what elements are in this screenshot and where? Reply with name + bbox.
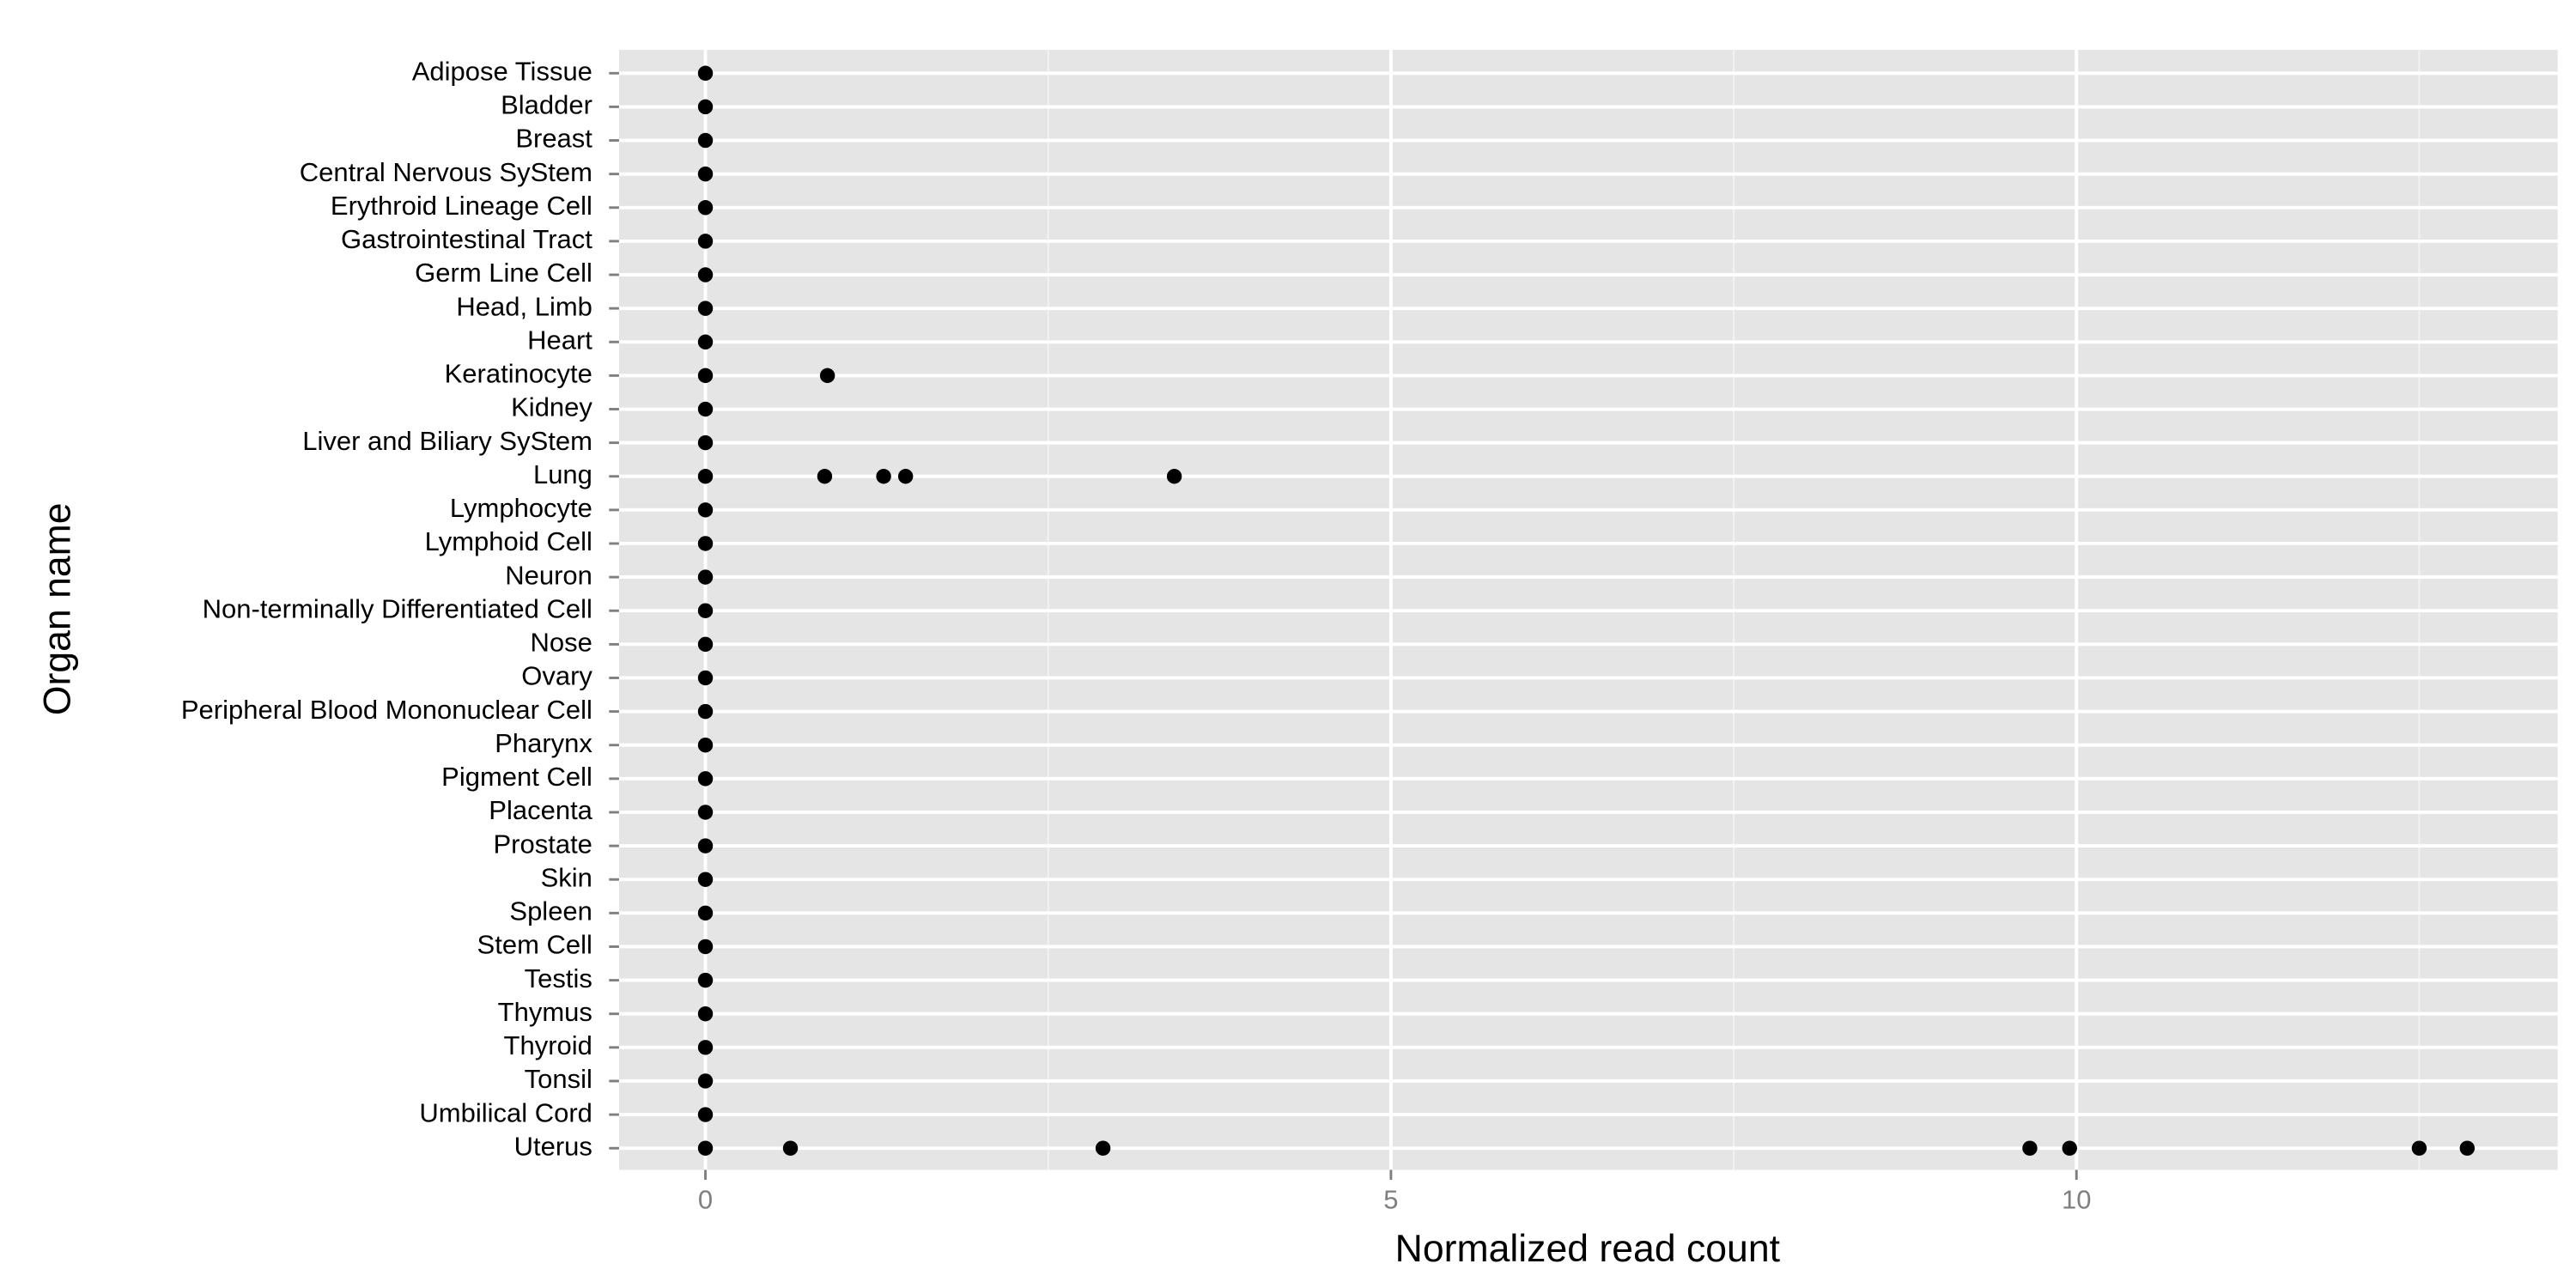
y-tick-label: Peripheral Blood Mononuclear Cell [181, 695, 592, 725]
y-tick-label: Central Nervous SyStem [300, 157, 592, 187]
data-point [697, 670, 714, 686]
data-point [2022, 1140, 2038, 1156]
y-tick-label: Erythroid Lineage Cell [331, 191, 592, 221]
data-point [697, 434, 714, 451]
data-point [819, 368, 835, 384]
data-point [897, 469, 914, 484]
data-point [1095, 1140, 1111, 1156]
data-point [2062, 1140, 2077, 1156]
data-point [697, 703, 714, 720]
data-point [697, 200, 714, 216]
data-point [697, 603, 714, 618]
y-tick-label: Lymphoid Cell [425, 526, 592, 556]
y-tick-label: Neuron [505, 560, 592, 590]
data-point [697, 1040, 714, 1055]
y-tick-label: Ovary [521, 661, 592, 691]
y-tick-label: Nose [531, 628, 592, 658]
data-point [697, 738, 714, 753]
data-point [697, 1005, 714, 1022]
y-tick-label: Testis [525, 963, 592, 993]
y-tick-label: Skin [541, 862, 592, 892]
y-tick-label: Gastrointestinal Tract [341, 224, 592, 254]
data-point [697, 636, 714, 653]
data-point [697, 536, 714, 551]
data-point [2459, 1140, 2476, 1156]
y-tick-label: Pigment Cell [441, 762, 592, 792]
data-point [697, 267, 714, 283]
data-point [1166, 469, 1182, 484]
data-point [817, 469, 833, 484]
data-point [697, 401, 714, 417]
y-tick-label: Head, Limb [456, 291, 592, 321]
y-tick-label: Germ Line Cell [415, 258, 592, 288]
y-tick-label: Tonsil [525, 1064, 592, 1094]
data-point [697, 502, 714, 518]
data-point [697, 905, 714, 921]
y-tick-label: Liver and Biliary SyStem [302, 426, 592, 456]
y-tick-label: Thyroid [504, 1030, 592, 1060]
y-tick-label: Umbilical Cord [419, 1097, 592, 1127]
data-point [697, 301, 714, 316]
y-tick-label: Breast [515, 124, 592, 154]
data-point [697, 771, 714, 787]
y-tick-label: Thymus [498, 997, 592, 1027]
y-tick-label: Non-terminally Differentiated Cell [203, 593, 592, 623]
y-tick-label: Lung [533, 459, 592, 489]
data-point [697, 132, 714, 149]
x-tick-label: 0 [698, 1184, 713, 1214]
data-point [697, 166, 714, 182]
data-point [697, 569, 714, 585]
data-point [782, 1140, 799, 1156]
data-point [697, 872, 714, 887]
y-tick-label: Adipose Tissue [412, 56, 592, 86]
data-point [697, 334, 714, 349]
y-tick-label: Stem Cell [477, 930, 592, 960]
data-point [697, 805, 714, 820]
y-tick-label: Spleen [509, 896, 592, 927]
data-point [697, 939, 714, 955]
data-point [697, 972, 714, 988]
data-point [697, 1140, 714, 1156]
y-tick-label: Uterus [514, 1131, 592, 1161]
data-point [697, 99, 714, 115]
x-tick-label: 10 [2062, 1184, 2091, 1214]
data-point [697, 65, 714, 81]
y-tick-label: Pharynx [495, 728, 592, 758]
y-tick-label: Lymphocyte [450, 493, 592, 523]
data-point [697, 1107, 714, 1122]
data-point [697, 838, 714, 854]
y-tick-label: Heart [527, 325, 592, 355]
y-tick-label: Kidney [511, 392, 592, 422]
data-point [697, 234, 714, 249]
data-point [697, 1073, 714, 1089]
y-tick-label: Prostate [493, 829, 592, 859]
x-tick-label: 5 [1383, 1184, 1398, 1214]
data-point [2411, 1140, 2427, 1156]
y-tick-label: Bladder [501, 90, 592, 120]
y-axis-title: Organ name [37, 502, 79, 715]
data-point [697, 368, 714, 384]
y-tick-label: Keratinocyte [445, 359, 592, 389]
data-point [697, 469, 714, 484]
x-axis-title: Normalized read count [1395, 1228, 1781, 1270]
y-tick-label: Placenta [489, 795, 592, 825]
data-point [876, 469, 891, 484]
